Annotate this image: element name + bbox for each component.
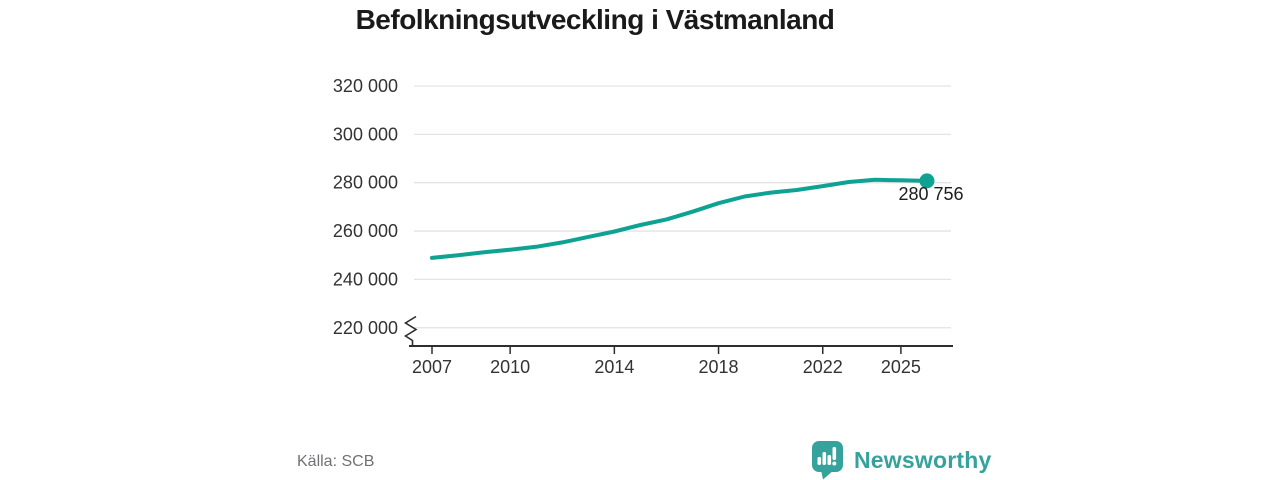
axis-break-icon xyxy=(403,315,418,346)
x-tick-label: 2018 xyxy=(699,357,739,377)
end-value-label: 280 756 xyxy=(898,184,963,204)
y-tick-label: 240 000 xyxy=(333,269,398,289)
chart-title: Befolkningsutveckling i Västmanland xyxy=(355,4,835,35)
x-tick-label: 2022 xyxy=(803,357,843,377)
x-tick-label: 2007 xyxy=(412,357,452,377)
y-tick-label: 320 000 xyxy=(333,76,398,96)
newsworthy-icon xyxy=(812,441,843,480)
y-tick-label: 260 000 xyxy=(333,221,398,241)
y-tick-label: 220 000 xyxy=(333,318,398,338)
data-line xyxy=(430,177,929,260)
newsworthy-wordmark: Newsworthy xyxy=(854,446,992,473)
newsworthy-logo: Newsworthy xyxy=(811,440,991,480)
source-caption: Källa: SCB xyxy=(297,453,375,470)
y-tick-label: 280 000 xyxy=(333,173,398,193)
x-tick-label: 2025 xyxy=(881,357,921,377)
x-tick-label: 2010 xyxy=(490,357,530,377)
end-dot xyxy=(919,173,935,189)
y-tick-label: 300 000 xyxy=(333,124,398,144)
x-tick-label: 2014 xyxy=(594,357,634,377)
